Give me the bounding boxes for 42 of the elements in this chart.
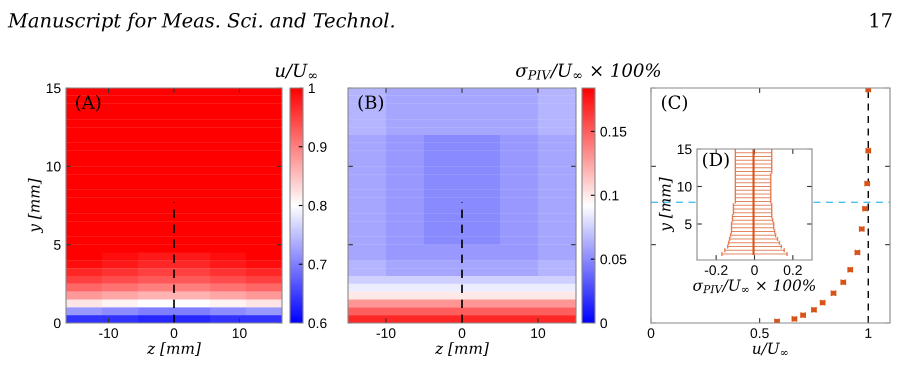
x-tick-label: -10 (99, 328, 118, 338)
color-bar-label: 0.05 (600, 254, 626, 264)
annotation: (C) (662, 95, 688, 112)
y-axis-title: y [mm] (658, 177, 674, 232)
y-tick-label: 5 (54, 240, 61, 250)
x-axis-title: u/U$_{∞}$ (752, 342, 788, 356)
y-tick-label: 10 (678, 182, 692, 192)
color-bar-label: 1 (308, 83, 315, 94)
y-axis-title: y [mm] (28, 178, 43, 234)
y-tick-label: 5 (684, 219, 692, 230)
text: 17 (870, 12, 892, 28)
color-bar-label: 0.9 (308, 142, 327, 152)
x-tick-label: 0 (458, 328, 466, 338)
color-bar-label: 0.1 (600, 190, 618, 200)
x-tick-label: -0.2 (704, 265, 728, 276)
x-tick-label: 10 (232, 328, 247, 338)
x-tick-label: 1 (865, 328, 872, 338)
x-tick-label: 10 (531, 328, 546, 338)
y-tick-label: 15 (46, 83, 61, 94)
color-bar-title: σ$_{PIV}$/U$_{∞}$ × 100% (516, 63, 660, 80)
x-tick-label: 0.2 (784, 265, 802, 276)
x-axis-title: z [mm] (146, 342, 201, 356)
x-tick-label: 0 (751, 265, 758, 276)
annotation: (A) (76, 95, 100, 112)
color-bar-label: 0.15 (600, 126, 626, 137)
x-tick-label: 0.5 (750, 328, 769, 338)
annotation: (B) (358, 95, 384, 112)
color-bar-title: u/U$_{∞}$ (276, 64, 317, 79)
x-tick-label: 0 (648, 328, 654, 338)
y-tick-label: 15 (678, 144, 692, 154)
x-tick-label: -10 (376, 328, 396, 338)
y-tick-label: 10 (46, 162, 61, 172)
color-bar-label: 0.7 (308, 260, 326, 270)
x-tick-label: 0 (170, 328, 178, 338)
text: Manuscript for Meas. Sci. and Technol. (8, 12, 394, 32)
y-tick-label: 0 (54, 318, 61, 328)
annotation: (D) (703, 152, 729, 169)
x-axis-title: z [mm] (434, 342, 489, 356)
color-bar-label: 0 (600, 318, 608, 328)
color-bar-label: 0.6 (308, 318, 327, 328)
color-bar-label: 0.8 (308, 200, 327, 211)
x-axis-title: σ$_{PIV}$/U$_{∞}$ × 100% (693, 279, 816, 294)
